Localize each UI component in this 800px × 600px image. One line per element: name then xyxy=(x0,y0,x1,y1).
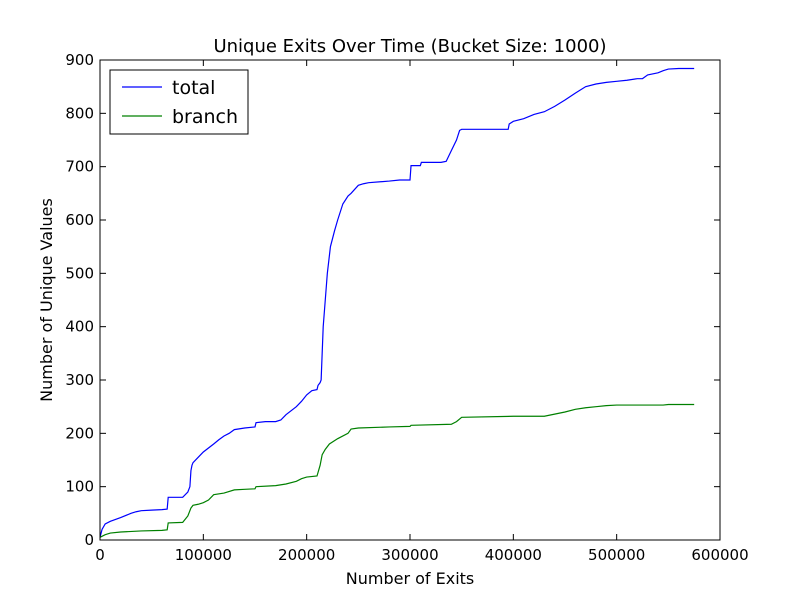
y-tick-label: 500 xyxy=(65,264,94,282)
x-axis-label: Number of Exits xyxy=(346,569,475,588)
legend-label-branch: branch xyxy=(172,106,238,128)
y-tick-label: 100 xyxy=(65,478,94,496)
x-tick-label: 0 xyxy=(95,546,105,564)
y-tick-label: 400 xyxy=(65,318,94,336)
chart-title: Unique Exits Over Time (Bucket Size: 100… xyxy=(213,36,606,57)
y-tick-label: 800 xyxy=(65,104,94,122)
legend: total branch xyxy=(109,69,249,135)
series-line-branch xyxy=(99,403,695,538)
series-layer xyxy=(99,67,695,538)
y-tick-label: 200 xyxy=(65,424,94,442)
y-axis-ticks: 0 100 200 300 400 500 600 700 800 900 xyxy=(65,51,720,549)
y-tick-label: 0 xyxy=(84,531,94,549)
x-tick-label: 200000 xyxy=(278,546,335,564)
x-tick-label: 300000 xyxy=(381,546,438,564)
x-tick-label: 100000 xyxy=(175,546,232,564)
y-tick-label: 300 xyxy=(65,371,94,389)
x-tick-label: 500000 xyxy=(588,546,645,564)
legend-label-total: total xyxy=(172,77,215,99)
legend-box xyxy=(109,69,249,135)
y-axis-label: Number of Unique Values xyxy=(37,198,56,402)
y-tick-label: 700 xyxy=(65,158,94,176)
y-tick-label: 900 xyxy=(65,51,94,69)
x-axis-ticks: 0 100000 200000 300000 400000 500000 600000 xyxy=(95,60,749,564)
series-line-total xyxy=(99,67,695,538)
x-tick-label: 600000 xyxy=(691,546,748,564)
x-tick-label: 400000 xyxy=(485,546,542,564)
y-tick-label: 600 xyxy=(65,211,94,229)
